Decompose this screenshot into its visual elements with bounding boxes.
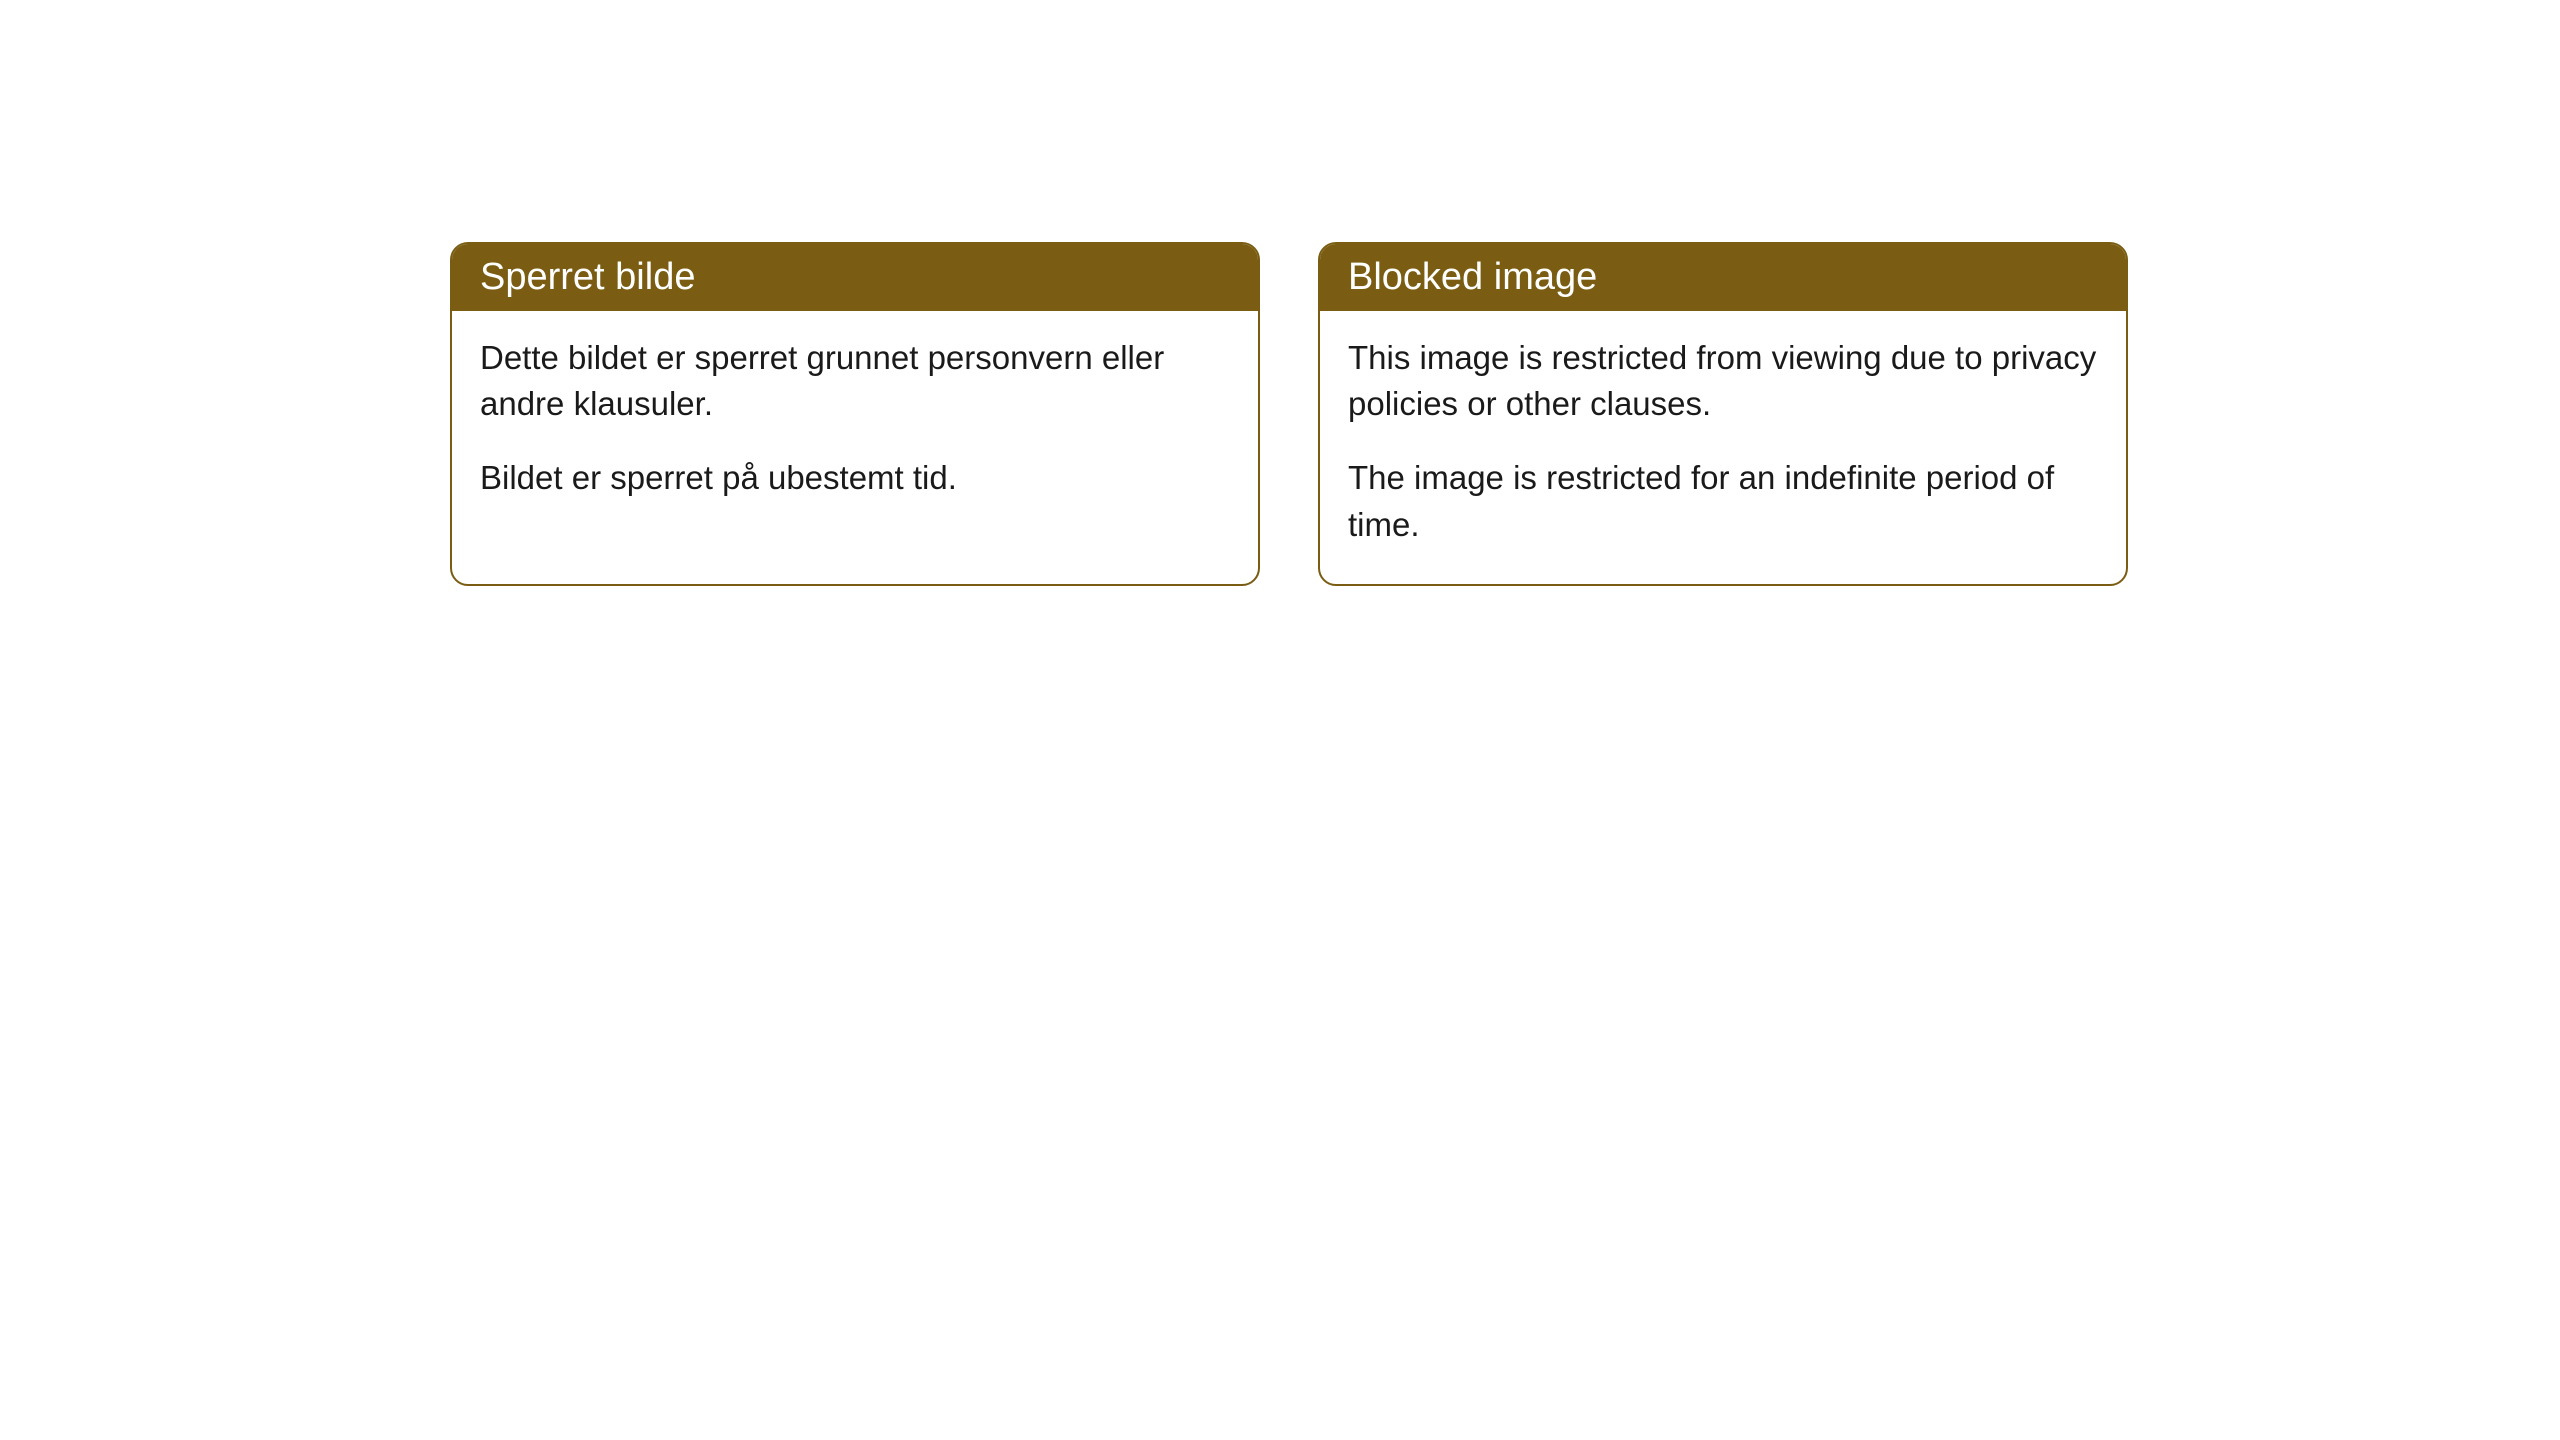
card-title: Blocked image bbox=[1348, 256, 1597, 298]
notice-card-english: Blocked image This image is restricted f… bbox=[1318, 242, 2128, 586]
card-title: Sperret bilde bbox=[480, 256, 695, 298]
card-body: Dette bildet er sperret grunnet personve… bbox=[452, 311, 1258, 538]
card-header: Sperret bilde bbox=[452, 244, 1258, 311]
card-header: Blocked image bbox=[1320, 244, 2126, 311]
card-paragraph: Dette bildet er sperret grunnet personve… bbox=[480, 335, 1230, 427]
notice-card-norwegian: Sperret bilde Dette bildet er sperret gr… bbox=[450, 242, 1260, 586]
card-body: This image is restricted from viewing du… bbox=[1320, 311, 2126, 584]
card-paragraph: Bildet er sperret på ubestemt tid. bbox=[480, 455, 1230, 501]
notice-cards-container: Sperret bilde Dette bildet er sperret gr… bbox=[450, 242, 2128, 586]
card-paragraph: This image is restricted from viewing du… bbox=[1348, 335, 2098, 427]
card-paragraph: The image is restricted for an indefinit… bbox=[1348, 455, 2098, 547]
